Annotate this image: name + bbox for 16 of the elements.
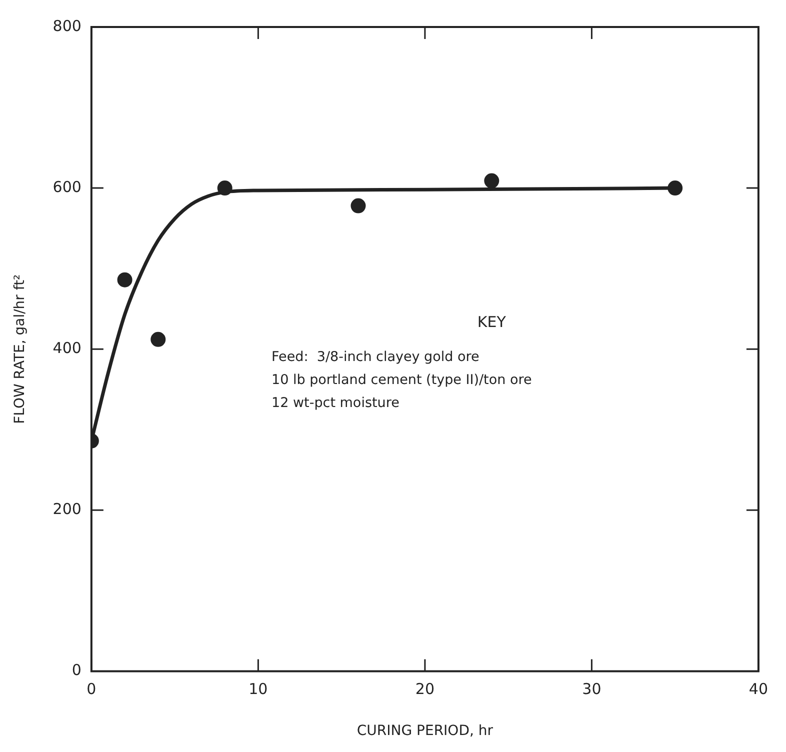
- annotation: Feed: 3/8-inch clayey gold ore: [272, 348, 480, 365]
- annotation: 10 lb portland cement (type II)/ton ore: [272, 372, 532, 388]
- x-axis-title: CURING PERIOD, hr: [356, 723, 494, 740]
- x-tick-label: 40: [748, 680, 768, 698]
- x-tick-label: 20: [415, 680, 434, 698]
- annotation: KEY: [477, 313, 507, 332]
- y-tick-label: 800: [52, 16, 82, 35]
- y-tick-label: 0: [72, 661, 82, 680]
- y-tick-label: 400: [52, 338, 82, 357]
- y-axis-title: FLOW RATE, gal/hr ft²: [12, 274, 28, 424]
- y-tick-label: 600: [52, 178, 82, 196]
- x-tick-label: 30: [582, 680, 602, 698]
- y-tick-label: 200: [52, 500, 82, 518]
- x-tick-label: 0: [86, 680, 96, 698]
- x-tick-label: 10: [248, 680, 268, 698]
- annotation: 12 wt-pct moisture: [272, 394, 400, 411]
